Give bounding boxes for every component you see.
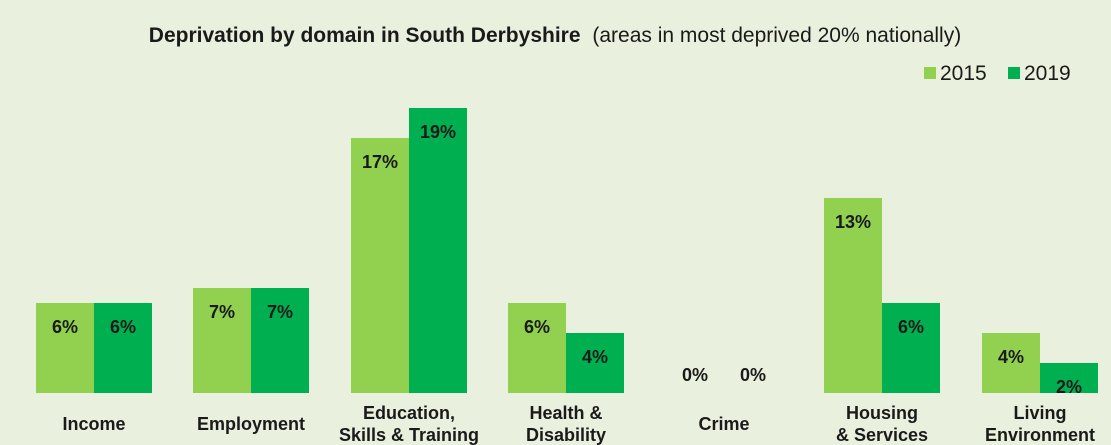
bar-value-label: 19% — [420, 122, 456, 142]
bar-value-label: 6% — [524, 317, 550, 337]
bar-2015-5 — [824, 198, 882, 393]
chart-title-bold: Deprivation by domain in South Derbyshir… — [149, 24, 581, 47]
chart-title-subtitle: (areas in most deprived 20% nationally) — [592, 24, 961, 47]
legend-swatch-2019 — [1008, 67, 1020, 79]
bar-labels-group: 6% 6% 7% 7% 17% 19% 6% 4% 0% 0% 13% 6% 4% 2% — [52, 122, 1082, 397]
bar-2019-1 — [251, 288, 309, 393]
category-label-line: Education, — [363, 403, 455, 423]
category-label-line: Living — [1014, 403, 1067, 423]
bar-value-label: 2% — [1056, 377, 1082, 397]
bar-2019-6 — [1040, 363, 1098, 393]
category-label-line: Employment — [197, 414, 305, 434]
bar-2019-2 — [409, 108, 467, 393]
legend-label-2015: 2015 — [940, 62, 987, 85]
legend-swatch-2015 — [924, 67, 936, 79]
category-label-line: Housing — [846, 403, 918, 423]
bar-value-label: 6% — [898, 317, 924, 337]
bar-value-label: 6% — [52, 317, 78, 337]
chart-title: Deprivation by domain in South Derbyshir… — [149, 24, 961, 47]
bar-value-label: 7% — [209, 302, 235, 322]
category-labels-group: Income Employment Education, Skills & Train… — [62, 403, 1095, 445]
legend: 2015 2019 — [924, 62, 1071, 85]
bar-value-label: 6% — [110, 317, 136, 337]
category-label-line: Skills & Training — [339, 425, 479, 445]
bar-value-label: 4% — [582, 347, 608, 367]
category-label: Health & Disability — [526, 403, 606, 445]
bar-2015-2 — [351, 138, 409, 393]
bar-value-label: 4% — [998, 347, 1024, 367]
bar-2015-3 — [508, 303, 566, 393]
bar-value-label: 17% — [362, 152, 398, 172]
bar-value-label: 0% — [740, 365, 766, 385]
bar-2019-5 — [882, 303, 940, 393]
category-label: Education, Skills & Training — [339, 403, 479, 445]
bar-2015-0 — [36, 303, 94, 393]
category-label: Employment — [197, 414, 305, 434]
bars-group — [36, 108, 1098, 393]
category-label: Living Environment — [985, 403, 1095, 445]
bar-2019-0 — [94, 303, 152, 393]
category-label-line: Health & — [529, 403, 602, 423]
bar-2015-1 — [193, 288, 251, 393]
category-label-line: & Services — [836, 425, 928, 445]
category-label-line: Disability — [526, 425, 606, 445]
category-label-line: Crime — [698, 414, 749, 434]
category-label: Crime — [698, 414, 749, 434]
category-label: Income — [62, 414, 125, 434]
bar-2019-3 — [566, 333, 624, 393]
bar-2015-6 — [982, 333, 1040, 393]
category-label-line: Environment — [985, 425, 1095, 445]
bar-value-label: 13% — [835, 212, 871, 232]
bar-value-label: 0% — [682, 365, 708, 385]
category-label-line: Income — [62, 414, 125, 434]
category-label: Housing & Services — [836, 403, 928, 445]
legend-label-2019: 2019 — [1024, 62, 1071, 85]
bar-value-label: 7% — [267, 302, 293, 322]
